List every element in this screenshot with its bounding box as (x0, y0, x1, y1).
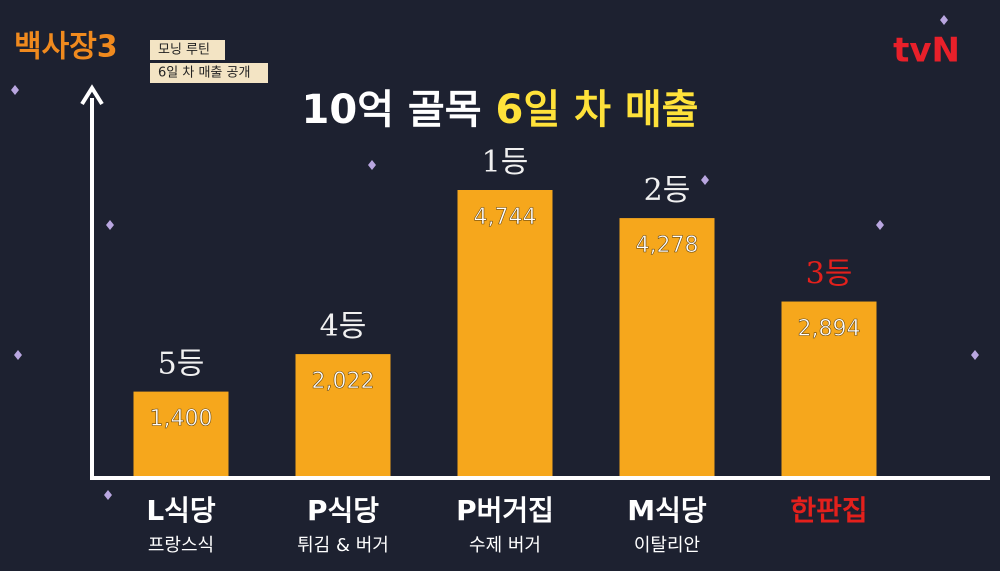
axis-arrow (80, 84, 104, 106)
rank-label: 2등 (644, 173, 691, 208)
title: 10억 골목 (302, 87, 482, 133)
value-label: 4,744 (474, 205, 537, 230)
rank-label: 5등 (158, 347, 205, 382)
value-label: 4,278 (636, 233, 699, 258)
subcategory-label: 이탈리안 (634, 535, 700, 556)
rank-label: 3등 (806, 257, 853, 292)
subcategory-label: 튀김 & 버거 (297, 535, 389, 556)
rank-label: 4등 (320, 309, 367, 344)
category-label: 한판집 (790, 494, 867, 527)
channel-logo: tvN (893, 31, 960, 71)
value-label: 1,400 (150, 407, 213, 432)
badge-box (150, 63, 268, 83)
category-label: P버거집 (456, 494, 554, 527)
badge: 모닝 루틴 (158, 43, 210, 58)
subcategory-label: 수제 버거 (469, 535, 541, 556)
category-label: L식당 (146, 494, 216, 527)
bar (781, 301, 877, 476)
bar (457, 190, 553, 476)
bar (619, 218, 715, 476)
badge: 6일 차 매출 공개 (158, 66, 250, 81)
subcategory-label: 프랑스식 (148, 535, 214, 556)
brand: 백사장3 (14, 30, 118, 65)
title-highlight: 6일 차 매출 (496, 87, 699, 133)
chart-title: 10억 골목 6일 차 매출 (302, 87, 699, 133)
value-label: 2,022 (312, 369, 375, 394)
rank-label: 1등 (482, 145, 529, 180)
bar (133, 391, 229, 476)
badge-box (150, 40, 225, 60)
value-label: 2,894 (798, 317, 861, 342)
category-label: M식당 (627, 494, 707, 527)
bar (295, 354, 391, 476)
category-label: P식당 (307, 494, 379, 527)
sparkles (11, 15, 979, 500)
